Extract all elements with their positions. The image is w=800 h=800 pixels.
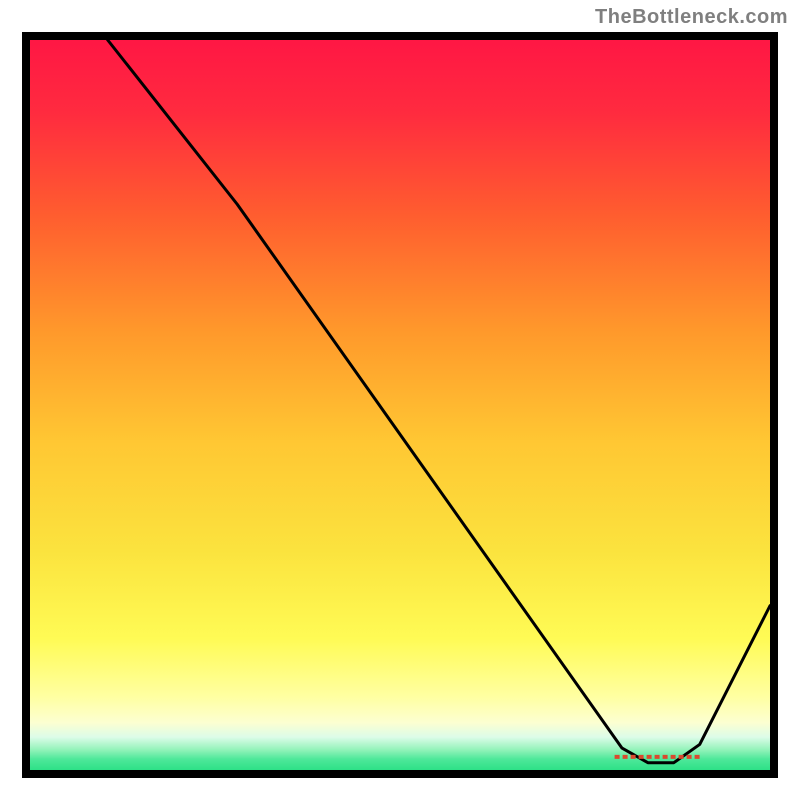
- bottleneck-chart: TheBottleneck.com: [0, 0, 800, 800]
- watermark-text: TheBottleneck.com: [595, 6, 788, 29]
- plot-frame-border: [22, 32, 778, 778]
